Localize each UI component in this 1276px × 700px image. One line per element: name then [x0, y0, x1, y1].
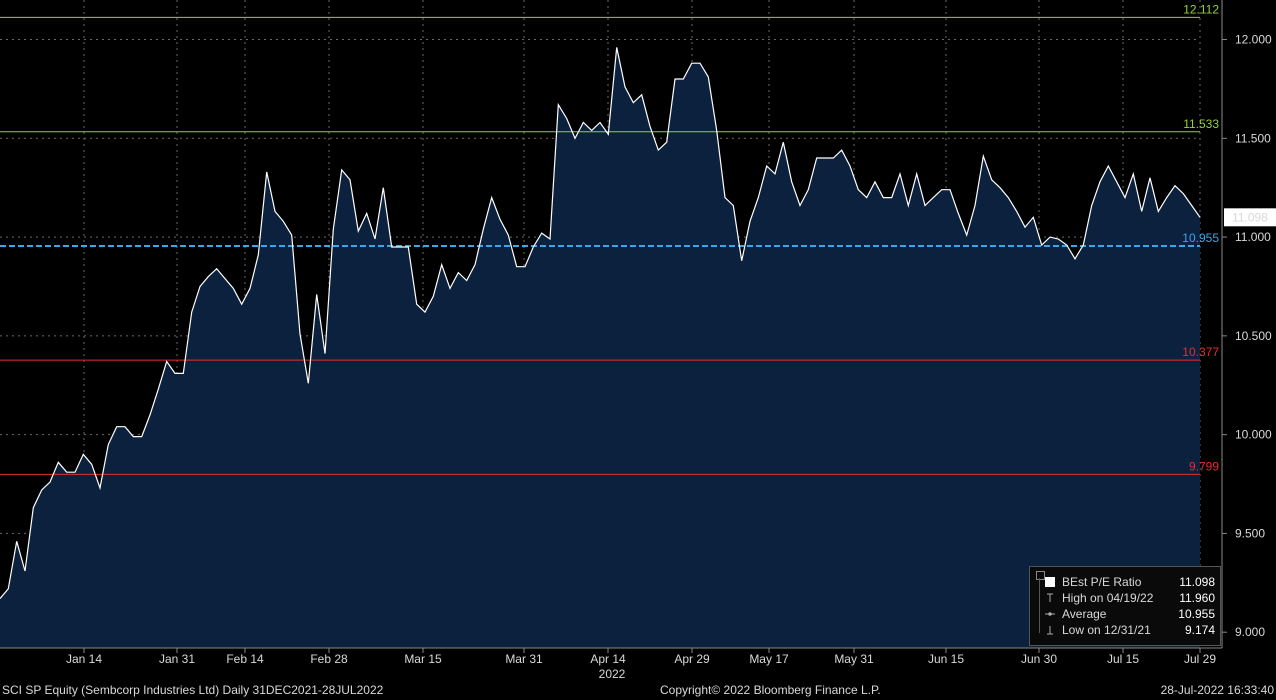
x-tick-label: Jan 31 — [159, 652, 195, 666]
level-label: 9.799 — [1189, 459, 1219, 473]
axes: 9.000 9.500 10.000 10.500 11.000 11.500 12.000… — [0, 0, 1276, 681]
y-tick-label: 9.500 — [1235, 526, 1265, 540]
x-tick-label: Jun 15 — [928, 652, 964, 666]
x-tick-label: Apr 14 — [590, 652, 626, 666]
y-tick-label: 10.500 — [1235, 329, 1272, 343]
x-tick-label: Mar 31 — [505, 652, 543, 666]
legend-label: Average — [1062, 607, 1107, 621]
y-tick-label: 12.000 — [1235, 33, 1272, 47]
y-tick-label: 9.000 — [1235, 625, 1265, 639]
legend-row-high: High on 04/19/22 11.960 — [1030, 590, 1220, 606]
level-label: 11.533 — [1183, 117, 1219, 131]
high-marker-icon — [1047, 593, 1053, 602]
footer-timestamp: 28-Jul-2022 16:33:40 — [1160, 683, 1274, 697]
level-label: 10.377 — [1182, 345, 1219, 359]
x-tick-label: Jan 14 — [66, 652, 102, 666]
footer-copyright: Copyright© 2022 Bloomberg Finance L.P. — [660, 683, 881, 697]
level-label: 12.112 — [1183, 2, 1219, 16]
y-tick-label: 10.000 — [1235, 428, 1272, 442]
legend-value: 11.098 — [1179, 575, 1215, 589]
legend-value: 9.174 — [1184, 623, 1215, 637]
legend-label: BEst P/E Ratio — [1062, 575, 1142, 589]
pe-ratio-line — [0, 47, 1201, 599]
level-label: 10.955 — [1182, 231, 1219, 245]
series-swatch-icon — [1045, 577, 1055, 587]
legend-row-series: BEst P/E Ratio 11.098 — [1030, 574, 1220, 590]
x-tick-label: Apr 29 — [674, 652, 710, 666]
average-marker-icon — [1045, 612, 1055, 616]
footer-security-info: SCI SP Equity (Sembcorp Industries Ltd) … — [2, 683, 384, 697]
low-marker-icon — [1047, 626, 1053, 635]
legend-row-low: Low on 12/31/21 9.174 — [1030, 622, 1220, 638]
x-tick-label: Jul 29 — [1184, 652, 1216, 666]
legend-label: High on 04/19/22 — [1062, 591, 1154, 605]
legend-tree-connector — [1039, 578, 1040, 633]
x-tick-label: Feb 14 — [226, 652, 264, 666]
x-tick-label: Feb 28 — [310, 652, 348, 666]
x-tick-label: Mar 15 — [404, 652, 442, 666]
y-tick-label: 11.000 — [1235, 230, 1271, 244]
legend: BEst P/E Ratio 11.098 High on 04/19/22 1… — [1029, 566, 1221, 646]
legend-value: 11.960 — [1179, 591, 1215, 605]
legend-label: Low on 12/31/21 — [1062, 623, 1151, 637]
x-tick-label: Jun 30 — [1021, 652, 1057, 666]
legend-row-average: Average 10.955 — [1030, 606, 1220, 622]
collapse-icon[interactable] — [1036, 571, 1045, 580]
legend-value: 10.955 — [1178, 607, 1215, 621]
x-tick-label: May 17 — [749, 652, 789, 666]
x-year-label: 2022 — [599, 667, 626, 681]
x-tick-label: May 31 — [834, 652, 874, 666]
last-value-box — [1224, 208, 1276, 227]
reference-levels: 12.112 11.533 10.955 10.377 9.799 — [0, 2, 1219, 475]
pe-ratio-area — [0, 47, 1200, 648]
last-value-label: 11.098 — [1232, 210, 1268, 224]
y-tick-label: 11.500 — [1235, 131, 1271, 145]
x-tick-label: Jul 15 — [1107, 652, 1139, 666]
